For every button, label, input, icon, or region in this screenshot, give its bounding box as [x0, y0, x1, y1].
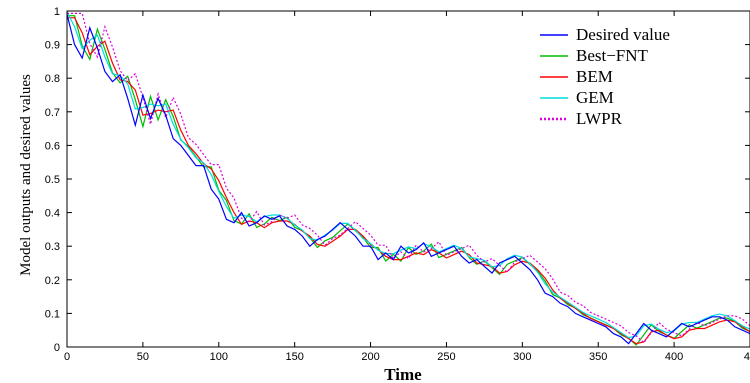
y-tick-label: 0.3	[45, 241, 60, 253]
x-tick-label: 200	[361, 351, 379, 363]
legend-label: Best−FNT	[576, 46, 649, 65]
x-tick-label: 400	[665, 351, 683, 363]
y-tick-label: 0.9	[45, 40, 60, 52]
tick-layer: 0501001502002503003504004500.10.20.30.40…	[45, 6, 750, 363]
y-tick-label: 0.6	[45, 140, 60, 152]
x-tick-label: 350	[589, 351, 607, 363]
y-axis-label: Model outputs and desired values	[18, 74, 34, 276]
y-tick-label: 0.4	[45, 208, 60, 220]
legend: Desired value Best−FNT BEM GEM LWPR	[540, 25, 670, 128]
plot-frame	[66, 10, 750, 348]
series-line-desired-value	[67, 14, 750, 345]
y-tick-label: 0.1	[45, 308, 60, 320]
legend-label: LWPR	[576, 109, 623, 128]
x-tick-label: 50	[137, 351, 149, 363]
x-tick-label: 300	[513, 351, 531, 363]
x-tick-label: 0	[64, 351, 70, 363]
y-tick-label: 1	[54, 6, 60, 18]
y-tick-label: 0.8	[45, 73, 60, 85]
series-line-lwpr	[67, 12, 750, 344]
x-tick-label: 250	[437, 351, 455, 363]
x-tick-label: 150	[285, 351, 303, 363]
series-layer	[67, 11, 750, 346]
x-tick-label: 100	[210, 351, 228, 363]
x-axis-label: Time	[384, 365, 422, 383]
legend-label: Desired value	[576, 25, 670, 44]
legend-label: GEM	[576, 88, 614, 107]
legend-label: BEM	[576, 67, 613, 86]
series-line-bem	[67, 17, 750, 345]
y-tick-label: 0.2	[45, 275, 60, 287]
y-tick-label: 0	[54, 342, 60, 354]
y-tick-label: 0.7	[45, 107, 60, 119]
x-tick-label: 45	[744, 351, 750, 363]
y-tick-label: 0.5	[45, 174, 60, 186]
